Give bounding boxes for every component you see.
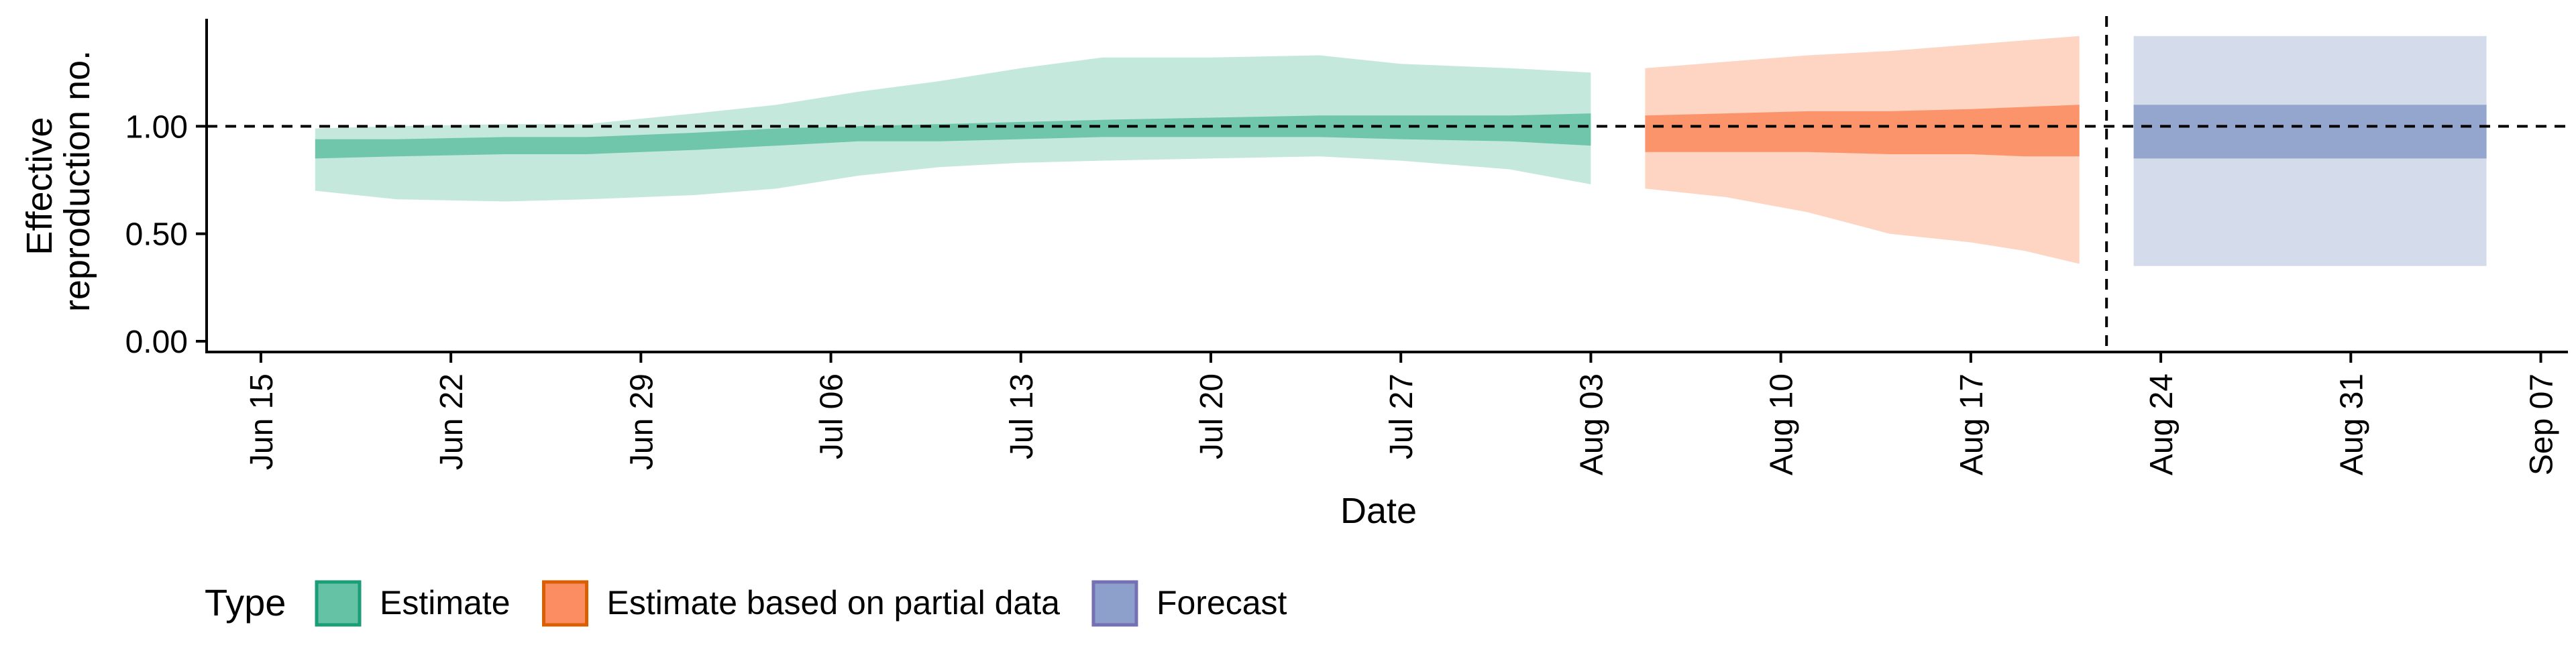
uncertainty-bands (315, 36, 2487, 266)
x-tick-label: Aug 17 (1954, 373, 1990, 475)
x-axis-title: Date (1340, 491, 1417, 531)
x-tick-label: Jun 15 (244, 373, 280, 470)
y-tick-label: 0.50 (125, 217, 188, 253)
x-tick-label: Jul 20 (1194, 373, 1230, 459)
x-tick-label: Jun 22 (434, 373, 470, 470)
x-tick-label: Jul 27 (1384, 373, 1419, 459)
legend: Type Estimate Estimate based on partial d… (205, 580, 1287, 627)
x-tick-label: Aug 10 (1764, 373, 1800, 475)
legend-label: Estimate (380, 584, 511, 622)
tick-labels: 0.00 0.50 1.00 Jun 15 Jun 22 Jun 29 Jul 06 Jul … (125, 109, 2560, 475)
legend-key (542, 580, 589, 627)
x-tick-label: Aug 31 (2334, 373, 2369, 475)
y-tick-label: 0.00 (125, 325, 188, 360)
x-tick-label: Sep 07 (2524, 373, 2560, 475)
y-axis-title: Effective reproduction no. (19, 50, 97, 312)
x-tick-label: Jun 29 (624, 373, 659, 470)
x-tick-label: Jul 13 (1004, 373, 1040, 459)
axes (196, 19, 2568, 363)
legend-label: Estimate based on partial data (607, 584, 1061, 622)
band-50-forecast (2133, 105, 2487, 159)
x-tick-label: Aug 03 (1574, 373, 1609, 475)
legend-key (315, 580, 362, 627)
band-50-estimate (315, 113, 1591, 159)
y-axis-title-line-2: reproduction no. (57, 50, 97, 312)
y-axis-title-line-1: Effective (19, 117, 60, 255)
x-tick-label: Aug 24 (2144, 373, 2180, 475)
band-50-estimate-based-on-partial-data (1645, 105, 2080, 157)
x-tick-label: Jul 06 (814, 373, 850, 459)
legend-title: Type (205, 581, 286, 624)
legend-key (1091, 580, 1138, 627)
legend-label: Forecast (1157, 584, 1287, 622)
y-tick-label: 1.00 (125, 109, 188, 145)
